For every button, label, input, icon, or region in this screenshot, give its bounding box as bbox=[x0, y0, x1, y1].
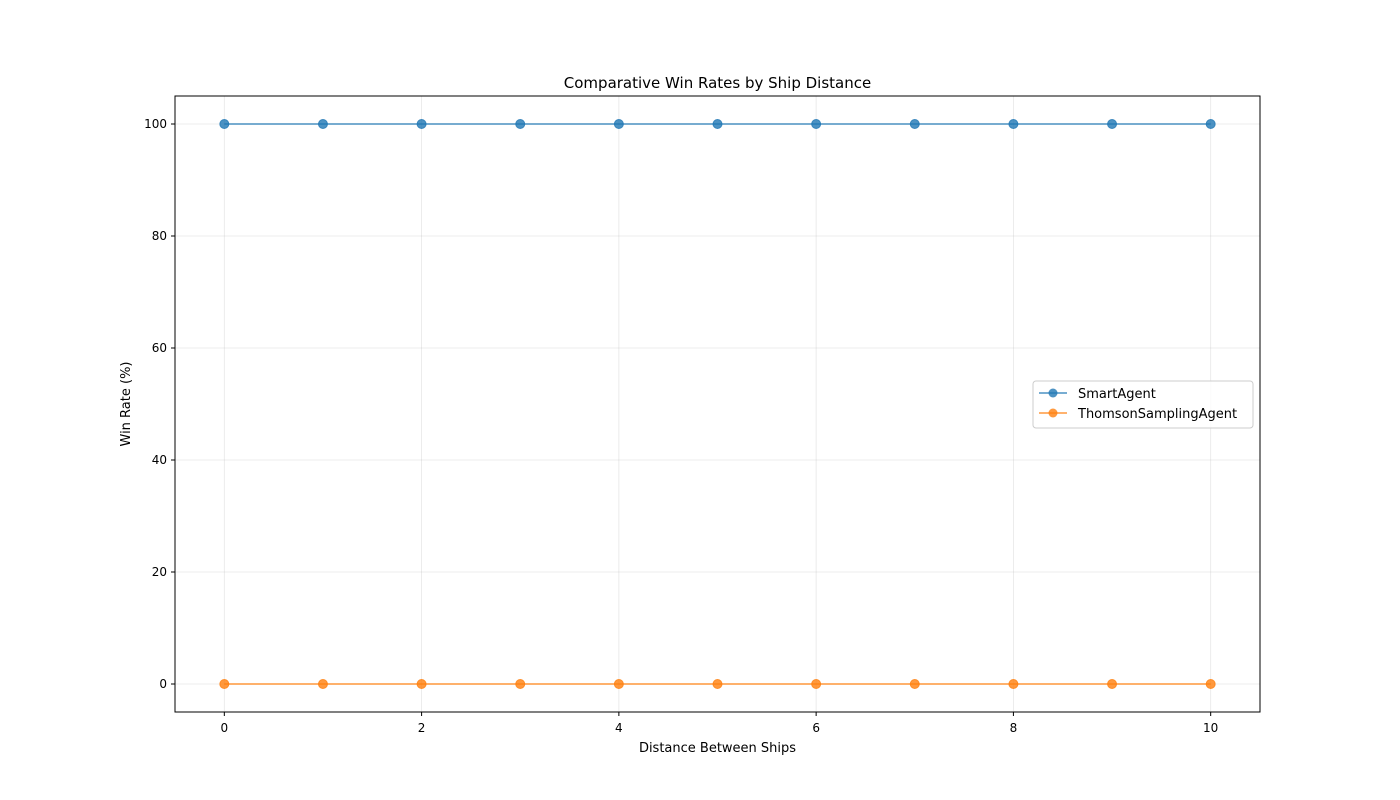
x-tick-label: 0 bbox=[220, 721, 228, 735]
series-layer bbox=[219, 119, 1216, 689]
legend-item: ThomsonSamplingAgent bbox=[1039, 407, 1237, 422]
x-tick-label: 2 bbox=[418, 721, 426, 735]
x-tick-label: 10 bbox=[1203, 721, 1218, 735]
data-point bbox=[613, 119, 624, 129]
data-point bbox=[219, 119, 230, 129]
data-point bbox=[1107, 119, 1118, 129]
data-point bbox=[515, 119, 526, 129]
data-point bbox=[1205, 679, 1216, 689]
plot-frame bbox=[174, 95, 1261, 713]
legend-item: SmartAgent bbox=[1039, 387, 1156, 402]
data-point bbox=[613, 679, 624, 689]
data-point bbox=[712, 119, 723, 129]
x-axis: 0 2 4 6 8 10 bbox=[220, 712, 1218, 735]
data-point bbox=[416, 679, 427, 689]
x-axis-label: Distance Between Ships bbox=[639, 741, 796, 756]
series-1 bbox=[219, 119, 1216, 129]
legend: SmartAgent ThomsonSamplingAgent bbox=[1032, 380, 1254, 429]
data-point bbox=[712, 679, 723, 689]
data-point bbox=[811, 119, 822, 129]
y-tick-label: 100 bbox=[144, 117, 167, 131]
chart-title: Comparative Win Rates by Ship Distance bbox=[564, 74, 871, 92]
y-tick-label: 20 bbox=[152, 565, 167, 579]
data-point bbox=[811, 679, 822, 689]
x-tick-label: 4 bbox=[615, 721, 623, 735]
legend-marker bbox=[1048, 388, 1058, 398]
data-point bbox=[515, 679, 526, 689]
data-point bbox=[317, 119, 328, 129]
data-point bbox=[909, 119, 920, 129]
data-point bbox=[1008, 119, 1019, 129]
series-2 bbox=[219, 679, 1216, 689]
x-tick-label: 8 bbox=[1010, 721, 1018, 735]
data-point bbox=[1008, 679, 1019, 689]
legend-box bbox=[1032, 380, 1254, 429]
data-point bbox=[1205, 119, 1216, 129]
legend-marker bbox=[1048, 408, 1058, 418]
x-tick-label: 6 bbox=[812, 721, 820, 735]
data-point bbox=[219, 679, 230, 689]
y-tick-label: 60 bbox=[152, 341, 167, 355]
y-axis: 0 20 40 60 80 100 bbox=[144, 117, 175, 691]
legend-label: ThomsonSamplingAgent bbox=[1077, 407, 1237, 422]
data-point bbox=[1107, 679, 1118, 689]
data-point bbox=[416, 119, 427, 129]
y-tick-label: 40 bbox=[152, 453, 167, 467]
data-point bbox=[909, 679, 920, 689]
data-point bbox=[317, 679, 328, 689]
legend-label: SmartAgent bbox=[1078, 387, 1156, 402]
y-axis-label: Win Rate (%) bbox=[119, 362, 134, 447]
y-tick-label: 80 bbox=[152, 229, 167, 243]
y-tick-label: 0 bbox=[159, 677, 167, 691]
